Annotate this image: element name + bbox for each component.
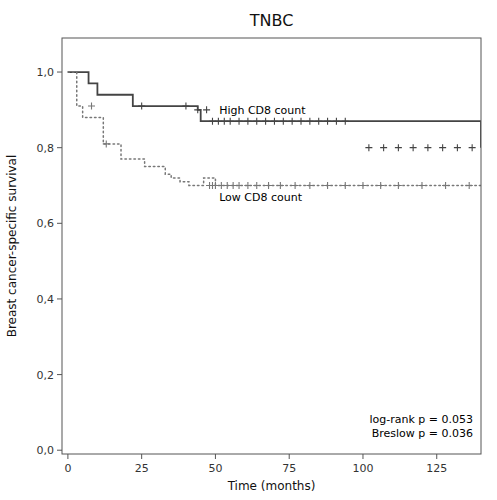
censor-mark [88,103,95,110]
annotation-line: Breslow p = 0.036 [372,427,473,440]
x-axis-label: Time (months) [227,479,316,493]
censor-mark [469,144,476,151]
y-tick-label: 0,2 [37,369,55,382]
censor-mark [182,103,189,110]
censor-mark [365,144,372,151]
censor-mark [418,182,425,189]
censor-mark [342,118,349,125]
y-tick-label: 0,4 [37,293,55,306]
x-tick [67,454,68,459]
censor-mark [262,118,269,125]
y-tick [57,72,62,73]
x-tick [436,454,437,459]
censor-mark [271,118,278,125]
censor-mark [244,182,251,189]
censor-mark [244,118,251,125]
y-tick [57,450,62,451]
x-tick-label: 0 [64,462,71,475]
censor-mark [306,182,313,189]
y-tick-label: 0,0 [37,444,55,457]
censor-mark [395,144,402,151]
censor-mark [466,182,473,189]
x-tick-label: 50 [208,462,222,475]
y-tick-label: 1,0 [37,66,55,79]
plot-background [62,38,481,454]
censor-mark [289,118,296,125]
censor-mark [342,182,349,189]
y-tick [57,147,62,148]
x-tick [141,454,142,459]
x-tick-label: 75 [282,462,296,475]
censor-mark [380,144,387,151]
y-tick [57,298,62,299]
x-tick [289,454,290,459]
censor-mark [377,182,384,189]
curve-label: High CD8 count [219,104,306,117]
censor-mark [306,118,313,125]
censor-mark [253,118,260,125]
censor-mark [324,118,331,125]
chart: 0 25 50 75 100 125 0,0 0,2 0,4 0,6 0,8 1,0 High CD8 … [0,0,497,500]
x-tick-label: 25 [135,462,149,475]
censor-mark [277,182,284,189]
x-tick [215,454,216,459]
survival-curve [68,72,481,185]
censor-mark [359,182,366,189]
plot-frame [62,38,481,454]
y-axis-label: Breast cancer-specific survival [5,155,19,338]
censor-mark [454,144,461,151]
censor-mark [194,106,201,113]
censor-mark [298,118,305,125]
censor-mark [315,118,322,125]
censor-mark [424,144,431,151]
y-tick [57,223,62,224]
curve-label: Low CD8 count [219,191,303,204]
curve-labels: High CD8 count Low CD8 count [219,104,306,204]
censor-mark [442,182,449,189]
censor-mark [292,182,299,189]
annotation: log-rank p = 0.053Breslow p = 0.036 [369,413,473,440]
censor-mark [138,103,145,110]
censor-mark [439,144,446,151]
censor-mark [265,182,272,189]
x-tick-label: 125 [426,462,447,475]
censor-mark [333,118,340,125]
censor-mark [103,140,110,147]
censor-mark [203,106,210,113]
annotation-line: log-rank p = 0.053 [369,413,473,426]
data-area [68,72,481,189]
censor-marks [88,103,473,189]
title: TNBC [249,11,294,30]
survival-curve [68,72,481,148]
censor-mark [410,144,417,151]
x-tick-label: 100 [352,462,373,475]
censor-mark [236,182,243,189]
censor-mark [227,118,234,125]
censor-mark [236,118,243,125]
y-tick-label: 0,8 [37,142,55,155]
censor-mark [395,182,402,189]
censor-mark [253,182,260,189]
y-tick [57,374,62,375]
censor-marks [138,103,475,152]
censor-mark [324,182,331,189]
censor-mark [280,118,287,125]
x-tick [362,454,363,459]
y-tick-label: 0,6 [37,217,55,230]
